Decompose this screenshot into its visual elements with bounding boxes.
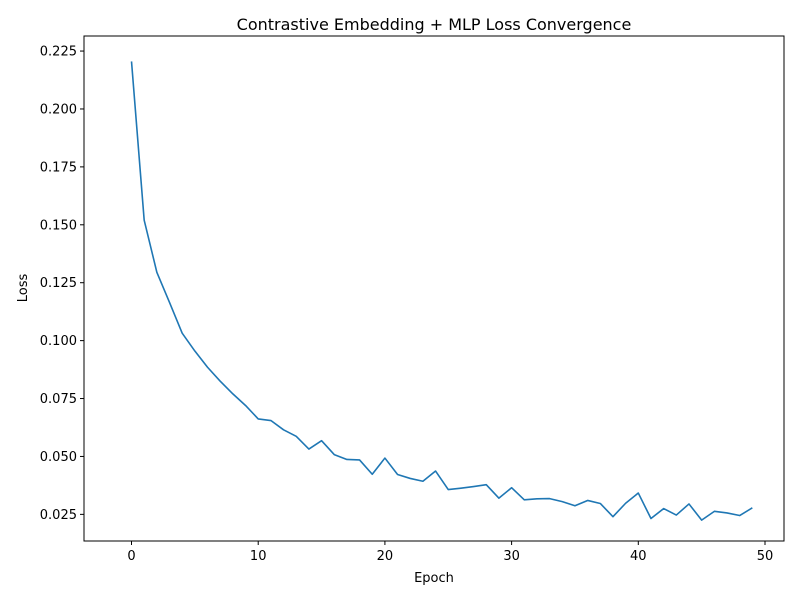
y-tick-label: 0.200: [40, 102, 77, 117]
y-tick-label: 0.175: [40, 160, 77, 175]
chart-title: Contrastive Embedding + MLP Loss Converg…: [237, 15, 632, 34]
x-tick-label: 20: [377, 549, 394, 564]
x-tick-label: 50: [757, 549, 774, 564]
y-axis-label: Loss: [16, 274, 31, 303]
x-tick-label: 10: [250, 549, 267, 564]
x-axis-label: Epoch: [414, 571, 454, 586]
x-tick-label: 0: [127, 549, 135, 564]
y-tick-label: 0.050: [40, 450, 77, 465]
y-tick-label: 0.125: [40, 276, 77, 291]
y-tick-label: 0.025: [40, 508, 77, 523]
x-tick-label: 40: [630, 549, 647, 564]
plot-area: [83, 35, 785, 542]
y-tick-label: 0.075: [40, 392, 77, 407]
y-tick-label: 0.100: [40, 334, 77, 349]
x-tick-label: 30: [503, 549, 520, 564]
y-axis: 0.025 0.050 0.075 0.100 0.125 0.150 0.175 0.200…: [40, 45, 84, 523]
x-axis: 0 10 20 30 40 50: [127, 541, 773, 564]
y-tick-label: 0.150: [40, 218, 77, 233]
y-tick-label: 0.225: [40, 45, 77, 60]
loss-series-line: [130, 61, 753, 521]
